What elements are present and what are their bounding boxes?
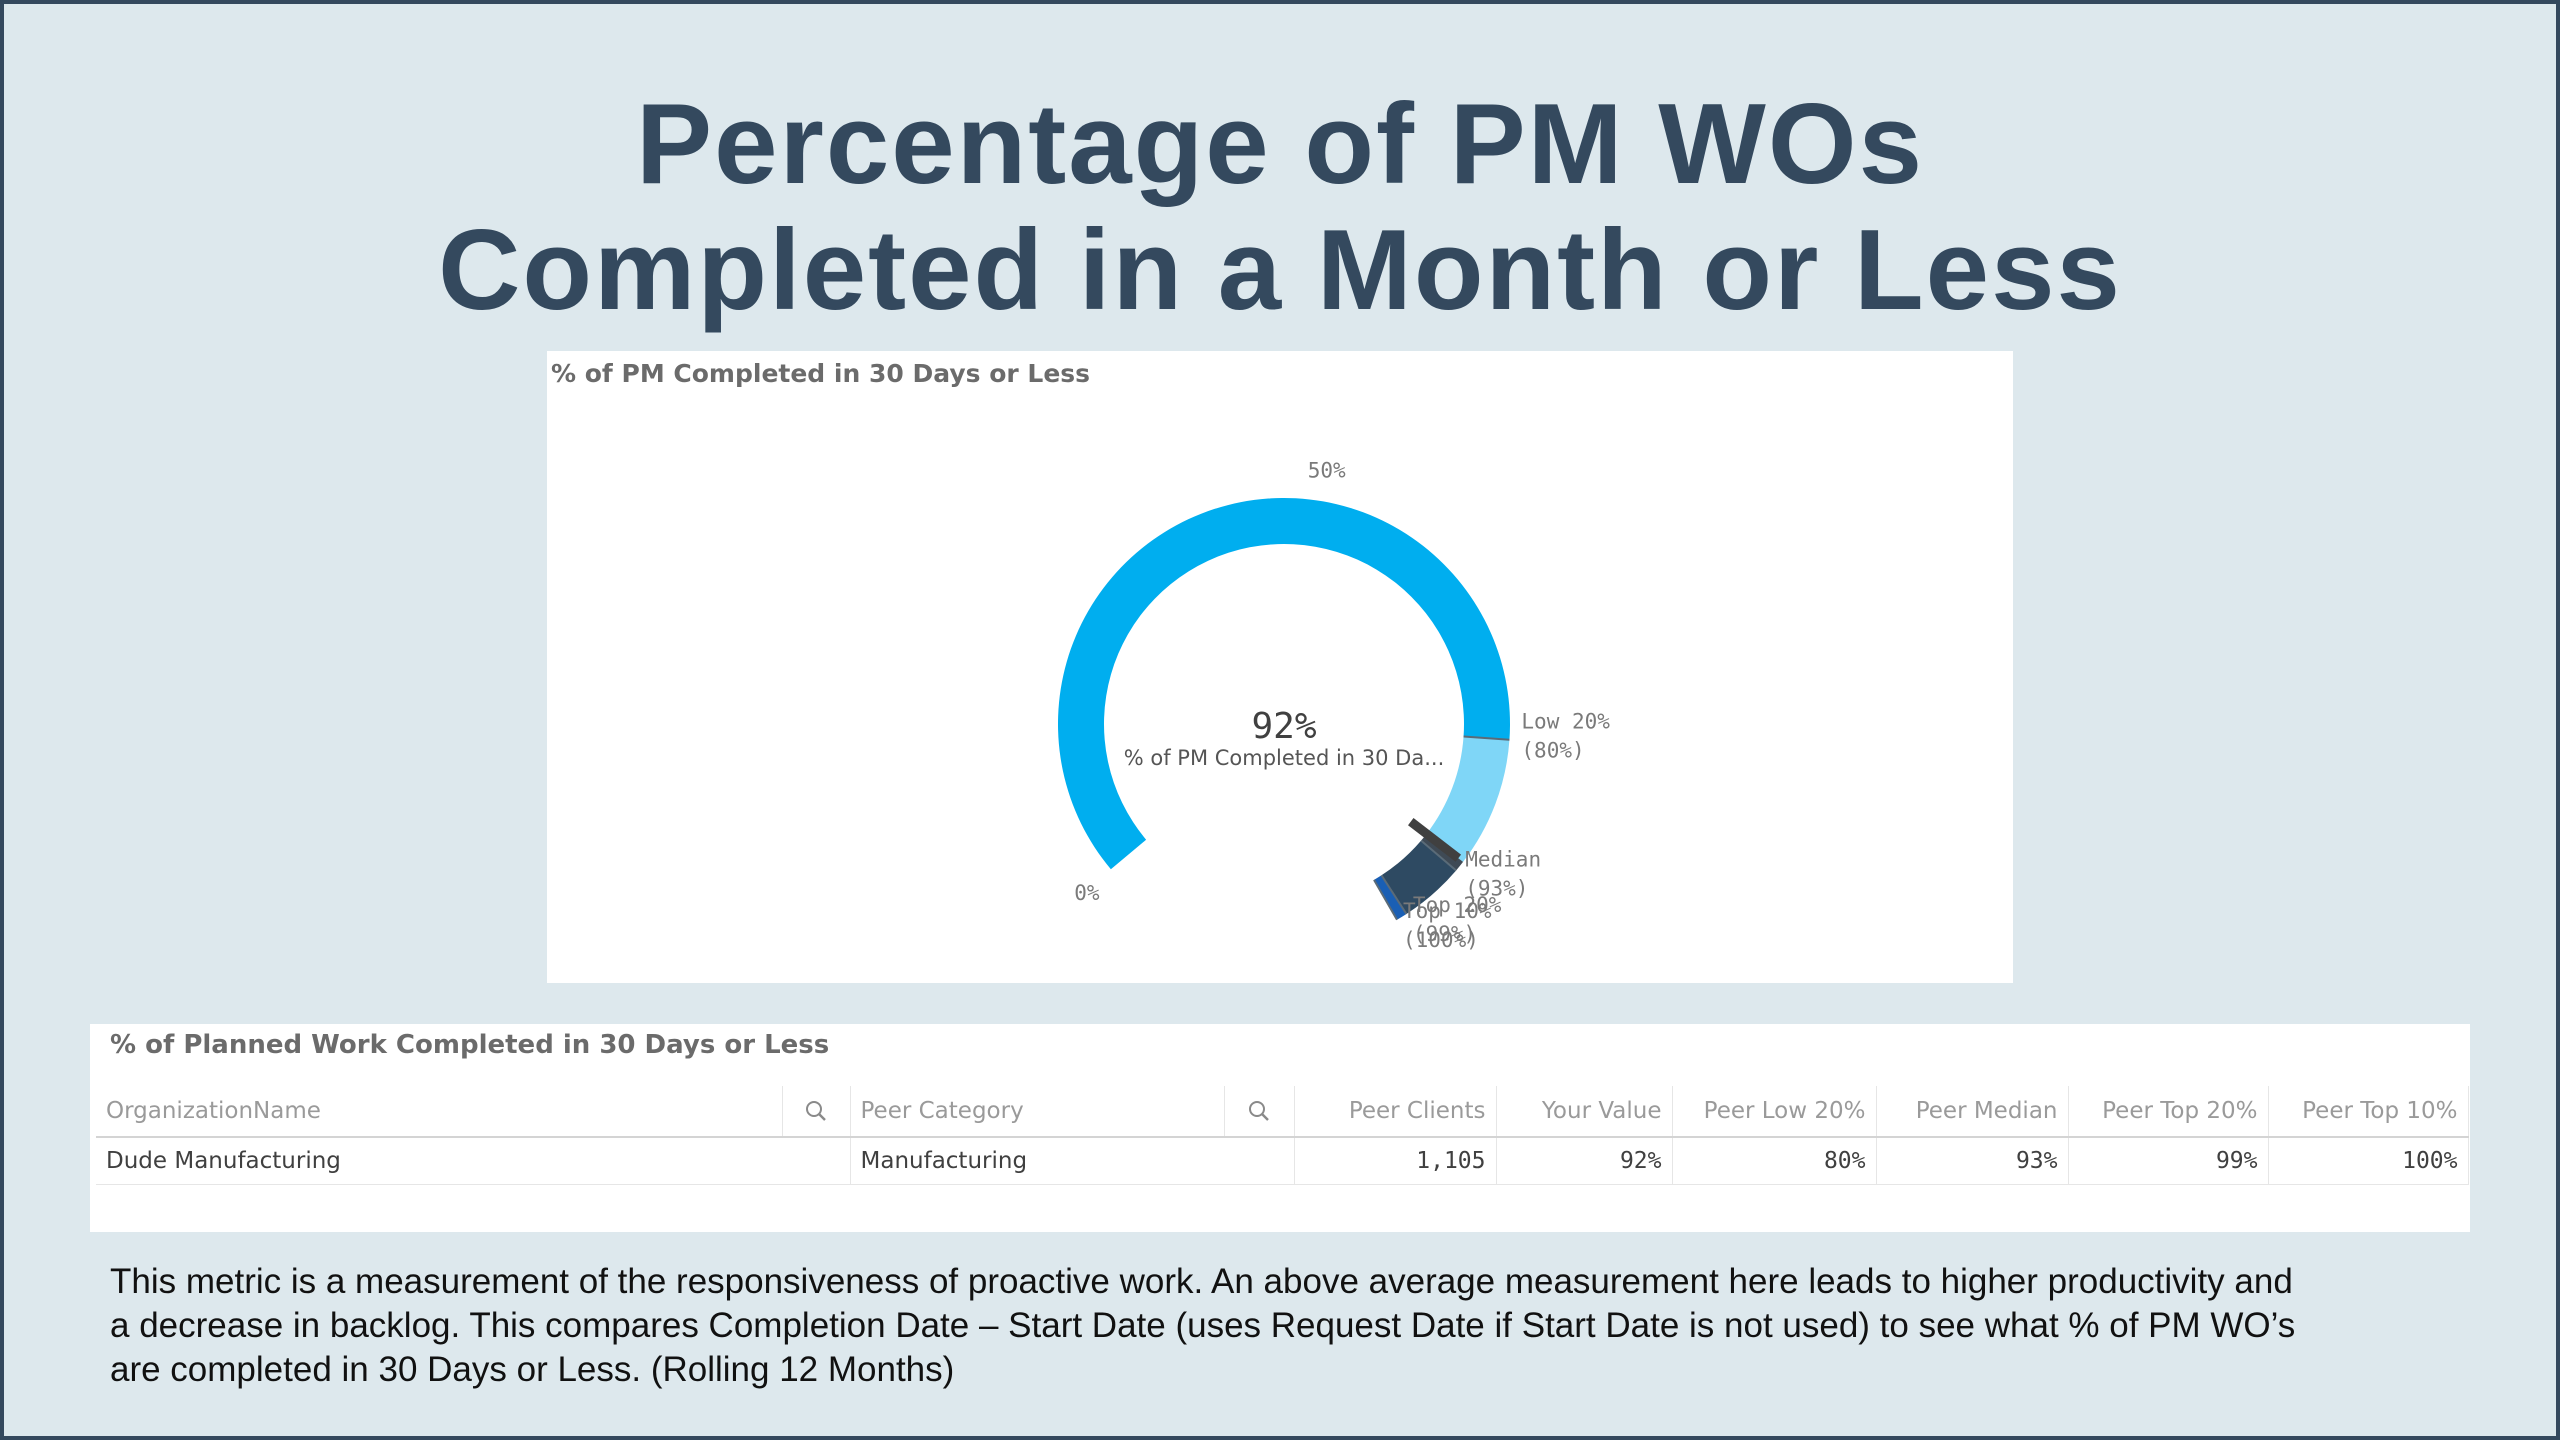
table-title: % of Planned Work Completed in 30 Days o… [110,1030,830,1060]
reference-line-1 [1420,839,1457,872]
table-panel[interactable]: % of Planned Work Completed in 30 Days o… [90,1024,2470,1232]
reference-label-0: Low 20% [1521,710,1610,734]
data-table: OrganizationName Peer Category Peer Clie… [96,1086,2469,1185]
description-line-3: are completed in 30 Days or Less. (Rolli… [110,1350,955,1389]
gauge-panel[interactable]: % of PM Completed in 30 Days or Less 0% 5… [547,351,2013,983]
cell-peer-top-10: 100% [2268,1137,2469,1185]
cell-your-value: 92% [1496,1137,1673,1185]
reference-value-1: (93%) [1465,876,1528,900]
reference-label-1: Median [1465,847,1541,871]
metric-description: This metric is a measurement of the resp… [110,1260,2490,1392]
search-icon [806,1101,826,1122]
column-header-peer-top-10[interactable]: Peer Top 10% [2268,1086,2469,1138]
reference-line-2 [1380,874,1408,915]
gauge-scale-label-0: 0% [1074,881,1100,905]
description-line-2: a decrease in backlog. This compares Com… [110,1306,2296,1345]
description-line-1: This metric is a measurement of the resp… [110,1262,2293,1301]
gauge-segment-1 [1426,736,1510,862]
slide-title-line-2: Completed in a Month or Less [438,207,2122,334]
slide-title: Percentage of PM WOs Completed in a Mont… [4,82,2556,334]
table-header-row: OrganizationName Peer Category Peer Clie… [96,1086,2469,1138]
gauge-chart[interactable]: 0% 50% Low 20% (80%) Median (93%)Top 20% (99%)… [547,351,2013,983]
reference-line-0 [1463,735,1510,741]
cell-peer-top-20: 99% [2068,1137,2269,1185]
column-header-your-value[interactable]: Your Value [1496,1086,1673,1138]
gauge-segment-4 [1374,875,1407,920]
column-header-peer-top-20[interactable]: Peer Top 20% [2068,1086,2269,1138]
cell-peer-median: 93% [1876,1137,2069,1185]
column-header-peer-clients[interactable]: Peer Clients [1294,1086,1497,1138]
cell-peer-category: Manufacturing [850,1137,1295,1185]
reference-label-2: Top 20% [1413,893,1502,917]
reference-line-3 [1373,879,1398,921]
gauge-measure-label: % of PM Completed in 30 Da... [1124,746,1445,770]
cell-peer-low-20: 80% [1672,1137,1877,1185]
column-header-peer-median[interactable]: Peer Median [1876,1086,2069,1138]
reference-value-3: (100%) [1403,928,1479,952]
gauge-segment-0 [1058,498,1510,870]
gauge-panel-title: % of PM Completed in 30 Days or Less [551,359,1091,388]
column-header-peer-category[interactable]: Peer Category [850,1086,1225,1138]
search-icon [1249,1101,1269,1122]
column-header-peer-low-20[interactable]: Peer Low 20% [1672,1086,1877,1138]
cell-peer-clients: 1,105 [1294,1137,1497,1185]
reference-label-3: Top 10% [1403,899,1492,923]
gauge-center-value: 92% [1251,706,1316,747]
slide-title-line-1: Percentage of PM WOs [636,81,1924,208]
reference-value-2: (99%) [1413,922,1476,946]
gauge-needle [1408,818,1462,862]
reference-value-0: (80%) [1521,739,1584,763]
gauge-segment-3 [1381,840,1457,914]
cell-organization-name: Dude Manufacturing [96,1137,851,1185]
column-header-organizationname[interactable]: OrganizationName [96,1086,783,1138]
slide: Percentage of PM WOs Completed in a Mont… [4,4,2556,1436]
table-row[interactable]: Dude Manufacturing Manufacturing 1,105 9… [96,1137,2469,1185]
search-button-organization[interactable] [782,1086,851,1138]
gauge-scale-label-1: 50% [1308,459,1346,483]
search-button-peer-category[interactable] [1224,1086,1295,1138]
